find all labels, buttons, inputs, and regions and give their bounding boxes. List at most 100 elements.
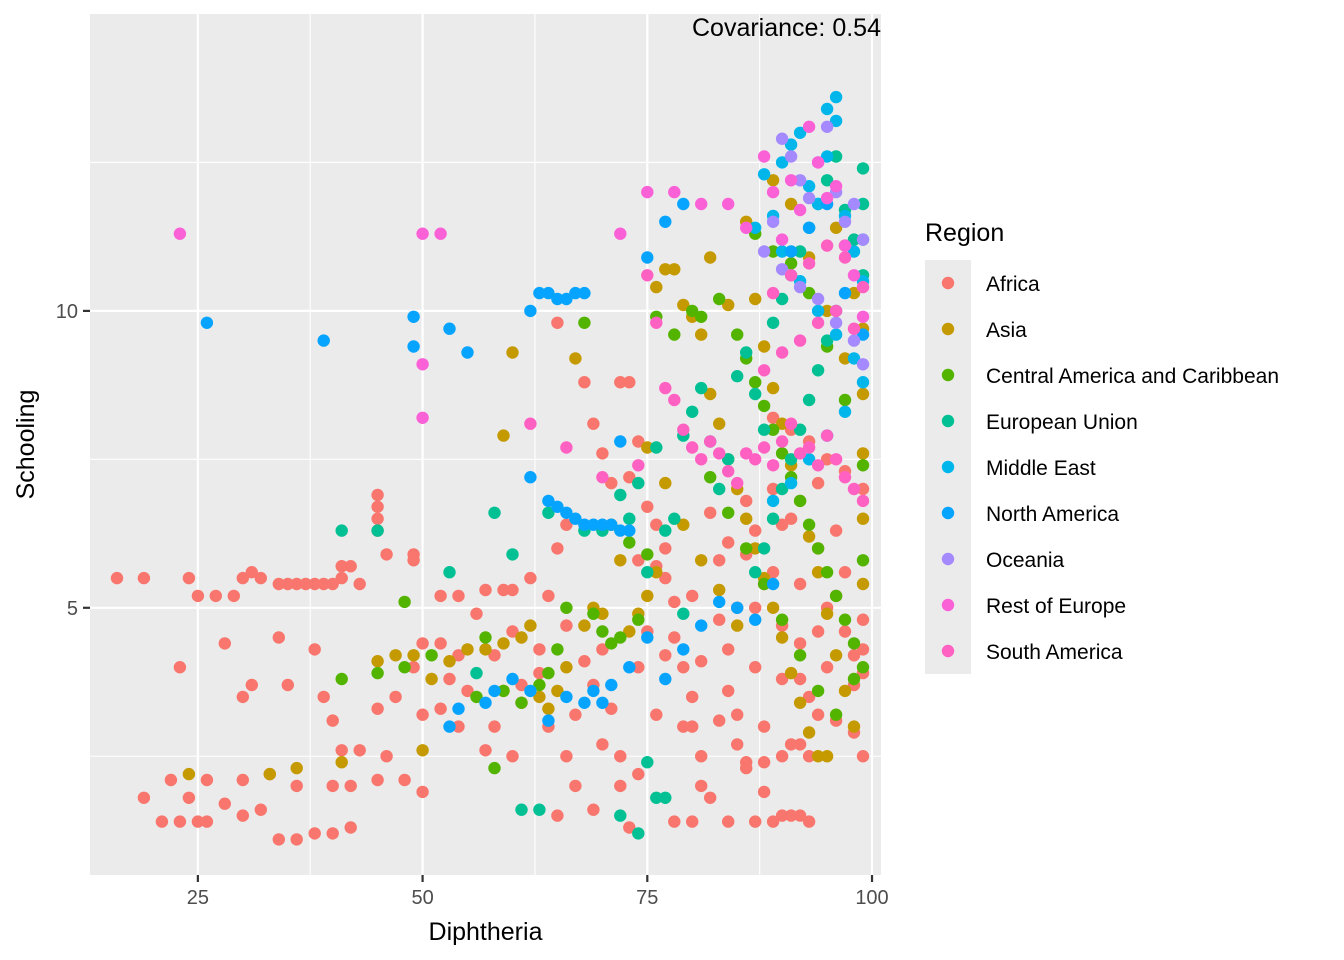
point-oceania: [802, 191, 816, 205]
point-south-america: [695, 453, 708, 466]
point-north-america: [749, 613, 762, 626]
point-africa: [416, 708, 429, 721]
point-rest-of-europe: [173, 227, 187, 240]
point-rest-of-europe: [793, 203, 807, 217]
point-africa: [722, 815, 735, 828]
point-central-america-and-caribbean: [757, 577, 771, 591]
point-south-america: [856, 494, 870, 508]
point-asia: [533, 690, 546, 704]
point-africa: [524, 571, 537, 585]
point-africa: [164, 773, 178, 787]
point-africa: [802, 815, 816, 828]
point-africa: [820, 661, 834, 674]
point-africa: [569, 708, 582, 721]
legend-swatch-asia: [941, 322, 955, 336]
point-central-america-and-caribbean: [641, 548, 654, 561]
point-africa: [452, 720, 465, 733]
point-africa: [254, 803, 267, 816]
point-africa: [506, 583, 519, 597]
point-middle-east: [811, 304, 825, 318]
point-asia: [784, 666, 798, 680]
point-european-union: [371, 524, 384, 537]
legend-label-asia: Asia: [986, 319, 1027, 342]
point-south-america: [650, 316, 663, 329]
point-central-america-and-caribbean: [371, 666, 384, 680]
point-central-america-and-caribbean: [713, 292, 726, 306]
point-asia: [560, 661, 573, 674]
point-european-union: [623, 512, 636, 525]
point-european-union: [820, 334, 834, 347]
point-north-america: [587, 518, 600, 531]
point-africa: [811, 708, 825, 721]
point-africa: [560, 518, 573, 531]
point-africa: [740, 756, 753, 769]
point-oceania: [847, 197, 861, 211]
point-central-america-and-caribbean: [479, 631, 492, 644]
point-european-union: [641, 756, 654, 769]
point-africa: [551, 316, 564, 329]
point-north-america: [569, 286, 582, 300]
point-central-america-and-caribbean: [542, 666, 555, 680]
point-central-america-and-caribbean: [847, 637, 861, 650]
point-south-america: [713, 447, 726, 460]
point-south-america: [668, 393, 681, 407]
point-north-america: [623, 524, 636, 537]
point-asia: [847, 286, 861, 300]
point-africa: [766, 482, 780, 496]
point-africa: [623, 376, 636, 389]
point-middle-east: [802, 453, 816, 466]
point-asia: [838, 684, 852, 698]
point-oceania: [856, 358, 870, 371]
legend-swatch-north-america: [941, 506, 955, 520]
point-africa: [632, 554, 645, 567]
legend-label-european-union: European Union: [986, 411, 1138, 434]
point-oceania: [793, 174, 807, 187]
legend-items: Africa Asia Central America and Caribbean E…: [941, 273, 1279, 664]
point-rest-of-europe: [811, 156, 825, 169]
legend-label-middle-east: Middle East: [986, 457, 1096, 480]
point-north-america: [641, 631, 654, 644]
point-africa: [614, 376, 627, 389]
point-european-union: [677, 607, 690, 620]
point-south-america: [766, 459, 780, 472]
point-africa: [452, 589, 465, 603]
legend-swatch-south-america: [941, 644, 955, 658]
point-rest-of-europe: [802, 120, 816, 133]
point-south-america: [560, 441, 573, 454]
x-axis-title: Diphtheria: [429, 918, 543, 946]
point-africa: [713, 613, 726, 626]
point-africa: [856, 750, 870, 763]
point-africa: [335, 744, 348, 757]
point-central-america-and-caribbean: [632, 613, 645, 626]
point-rest-of-europe: [829, 180, 843, 193]
point-asia: [650, 566, 663, 579]
point-asia: [506, 346, 519, 359]
point-north-america: [659, 672, 672, 686]
point-central-america-and-caribbean: [614, 631, 627, 644]
point-central-america-and-caribbean: [793, 649, 807, 662]
point-africa: [236, 773, 249, 787]
point-oceania: [811, 292, 825, 306]
point-european-union: [686, 405, 699, 418]
point-central-america-and-caribbean: [856, 554, 870, 567]
point-middle-east: [766, 494, 780, 508]
point-european-union: [766, 316, 780, 329]
point-africa: [551, 809, 564, 822]
point-africa: [281, 577, 294, 591]
point-central-america-and-caribbean: [515, 696, 528, 709]
point-africa: [560, 619, 573, 632]
point-africa: [731, 708, 744, 721]
point-africa: [677, 720, 690, 733]
point-central-america-and-caribbean: [668, 328, 681, 341]
point-africa: [829, 524, 843, 537]
point-north-america: [317, 334, 330, 347]
point-rest-of-europe: [838, 239, 852, 252]
point-european-union: [757, 423, 771, 436]
point-central-america-and-caribbean: [811, 684, 825, 698]
point-middle-east: [793, 126, 807, 139]
point-rest-of-europe: [641, 185, 654, 199]
point-north-america: [560, 506, 573, 519]
point-africa: [614, 779, 627, 793]
point-asia: [740, 512, 753, 525]
point-north-america: [614, 435, 627, 448]
